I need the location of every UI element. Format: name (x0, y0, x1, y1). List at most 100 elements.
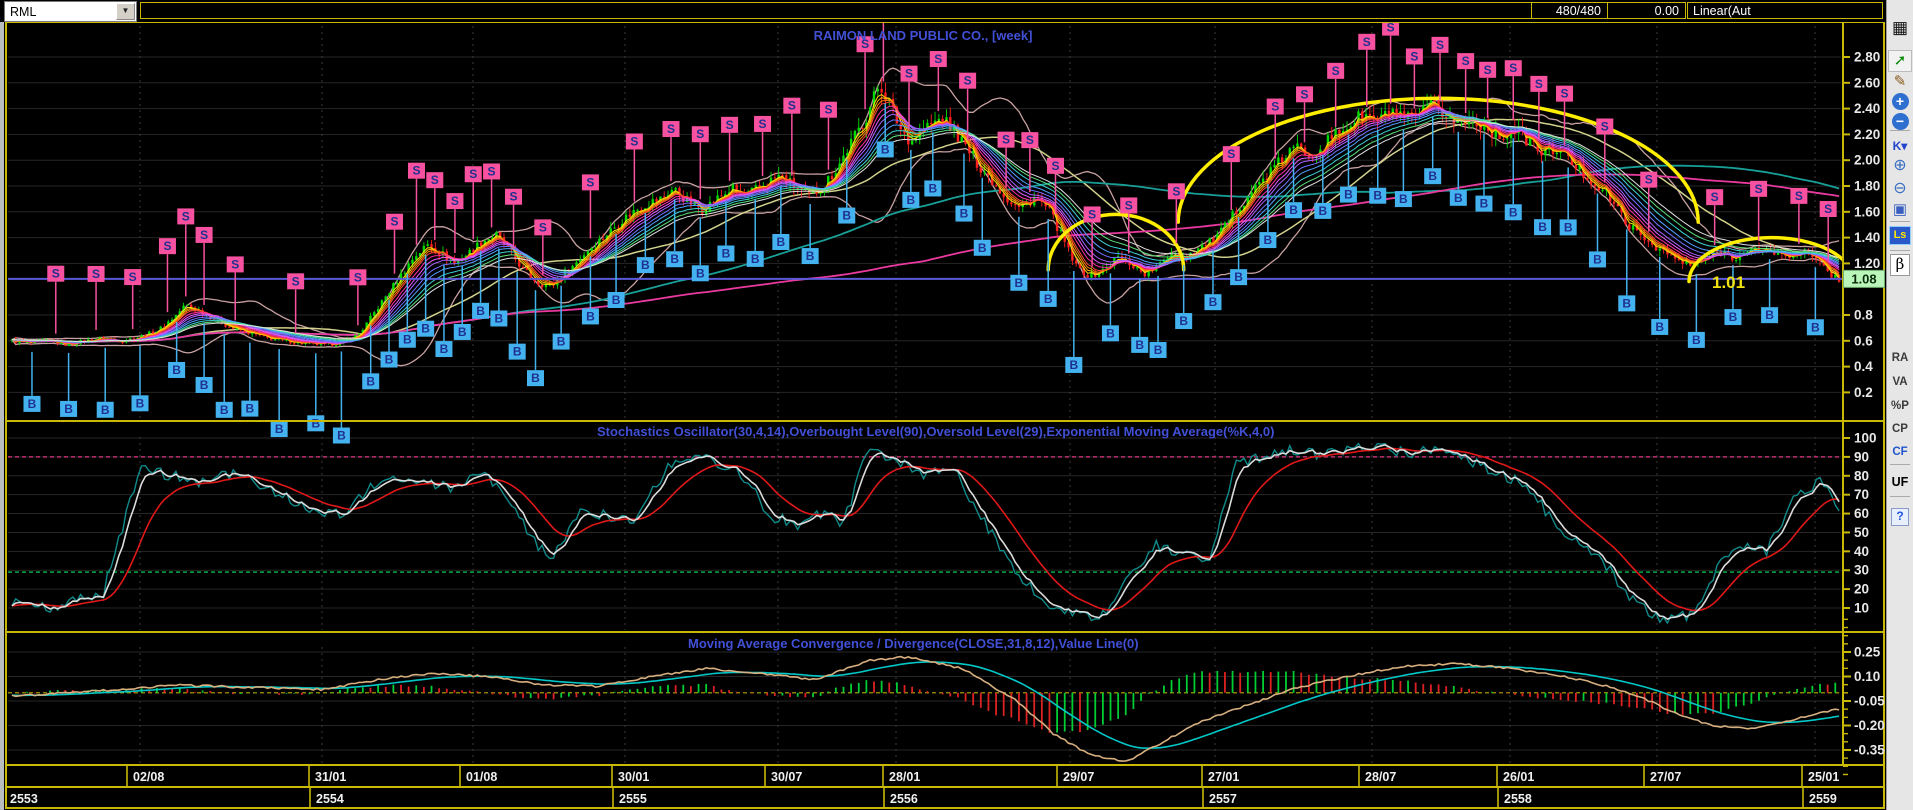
svg-text:B: B (842, 209, 851, 223)
line-studies-button[interactable]: Ls (1888, 226, 1912, 246)
svg-text:B: B (1318, 204, 1327, 218)
data-table-icon[interactable]: ▦ (1888, 18, 1912, 38)
svg-text:B: B (421, 322, 430, 336)
sell-marker: S (226, 256, 244, 321)
svg-text:S: S (1387, 21, 1395, 35)
zoom-out-icon[interactable]: ⊖ (1888, 179, 1912, 199)
svg-text:B: B (1344, 188, 1353, 202)
svg-text:1.20: 1.20 (1854, 256, 1880, 271)
buy-marker: B (1424, 116, 1442, 185)
buy-marker: B (362, 325, 380, 390)
symbol-combo[interactable]: RML ▼ (4, 1, 137, 22)
buy-marker: B (508, 271, 526, 360)
year-label: 2555 (619, 792, 647, 806)
time-axis: 02/08 31/01 01/08 30/01 30/07 28/01 29/07 27/01… (10, 765, 1839, 808)
svg-text:B: B (531, 371, 540, 385)
cf-button[interactable]: CF (1888, 442, 1912, 462)
svg-text:0.25: 0.25 (1854, 645, 1881, 660)
va-button[interactable]: VA (1888, 372, 1912, 392)
svg-text:B: B (1480, 197, 1489, 211)
ra-button[interactable]: RA (1888, 348, 1912, 368)
window-left-edge (0, 0, 4, 810)
svg-text:90: 90 (1854, 449, 1869, 464)
svg-text:S: S (510, 190, 518, 204)
sell-marker: S (754, 115, 772, 176)
sell-marker: S (426, 172, 444, 241)
svg-text:40: 40 (1854, 544, 1869, 559)
uf-button[interactable]: UF (1888, 472, 1912, 492)
price-panel (8, 67, 1843, 367)
indicator-dropdown[interactable]: K▾ (1888, 136, 1912, 156)
sell-marker: S (1790, 187, 1808, 244)
svg-text:B: B (1811, 320, 1820, 334)
svg-text:S: S (1535, 77, 1543, 91)
sell-marker: S (1819, 201, 1837, 262)
buy-marker: B (1175, 265, 1193, 330)
svg-text:B: B (881, 142, 890, 156)
remove-icon[interactable]: − (1888, 113, 1912, 133)
svg-text:B: B (960, 207, 969, 221)
svg-text:S: S (182, 209, 190, 223)
annotate-icon[interactable]: ✎ (1888, 72, 1912, 92)
svg-text:B: B (751, 252, 760, 266)
buy-marker: B (746, 198, 764, 267)
buy-marker: B (1534, 161, 1552, 236)
svg-text:S: S (1509, 61, 1517, 75)
svg-text:S: S (488, 164, 496, 178)
zoom-in-icon[interactable]: ⊕ (1888, 156, 1912, 176)
sell-marker: S (1706, 189, 1724, 246)
cp-button[interactable]: CP (1888, 419, 1912, 439)
svg-text:B: B (513, 345, 522, 359)
buy-marker: B (1285, 158, 1303, 219)
svg-text:S: S (292, 274, 300, 288)
buy-marker: B (168, 321, 186, 378)
add-icon[interactable]: + (1888, 93, 1912, 113)
sell-marker: S (1640, 171, 1658, 232)
svg-text:B: B (1179, 314, 1188, 328)
svg-text:B: B (311, 416, 320, 430)
year-label: 2554 (316, 792, 344, 806)
screen-icon[interactable]: ▣ (1888, 200, 1912, 220)
svg-text:60: 60 (1854, 506, 1869, 521)
export-chart-icon[interactable]: ➚ (1888, 50, 1912, 72)
sell-marker: S (534, 219, 552, 276)
beta-button[interactable]: β (1888, 254, 1912, 276)
svg-text:S: S (231, 257, 239, 271)
scale-mode-selector[interactable]: Linear(Aut (1687, 2, 1883, 19)
date-label: 27/07 (1650, 770, 1681, 784)
sell-marker: S (1382, 19, 1400, 104)
percent-p-button[interactable]: %P (1888, 396, 1912, 416)
svg-text:S: S (788, 99, 796, 113)
svg-text:S: S (52, 267, 60, 281)
sell-marker: S (124, 269, 142, 330)
svg-text:2.60: 2.60 (1854, 75, 1880, 90)
sell-marker: S (1405, 48, 1423, 109)
chevron-down-icon[interactable]: ▼ (116, 3, 135, 20)
buy-marker: B (1761, 259, 1779, 324)
toolbar-divider (1890, 464, 1910, 465)
annotation-price-label: 1.01 (1712, 273, 1746, 292)
svg-text:S: S (586, 175, 594, 189)
buy-marker: B (332, 351, 350, 444)
svg-text:S: S (391, 215, 399, 229)
sell-marker: S (1167, 183, 1185, 244)
svg-text:B: B (495, 311, 504, 325)
svg-text:B: B (1622, 296, 1631, 310)
sell-marker: S (783, 97, 801, 176)
buy-marker: B (270, 349, 288, 438)
buy-marker: B (241, 342, 259, 417)
buy-marker: B (1039, 218, 1057, 307)
date-label: 30/07 (771, 770, 802, 784)
sell-marker: S (287, 273, 305, 334)
svg-text:S: S (451, 194, 459, 208)
svg-text:S: S (861, 37, 869, 51)
svg-text:B: B (172, 363, 181, 377)
svg-text:80: 80 (1854, 468, 1869, 483)
buy-marker: B (1651, 256, 1669, 335)
help-button[interactable]: ? (1888, 508, 1912, 528)
svg-text:B: B (1509, 205, 1518, 219)
svg-text:B: B (1106, 326, 1115, 340)
buy-marker: B (1618, 229, 1636, 312)
svg-text:S: S (1601, 119, 1609, 133)
